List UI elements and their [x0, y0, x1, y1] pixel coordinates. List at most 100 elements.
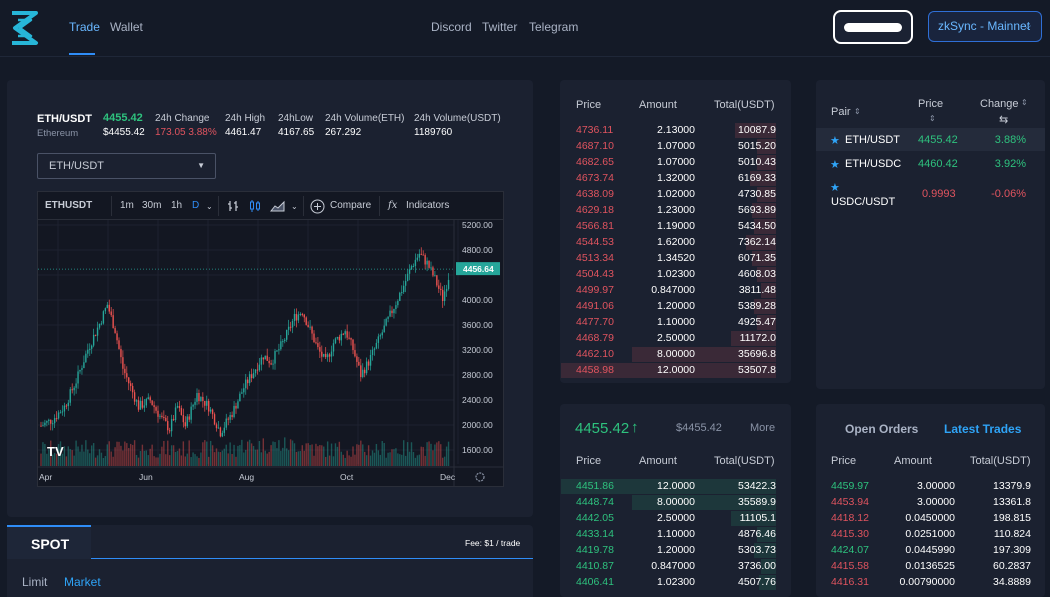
- order-type-limit[interactable]: Limit: [22, 575, 48, 589]
- volume-bar: [287, 450, 290, 466]
- ask-price[interactable]: 4544.53: [576, 236, 614, 248]
- volume-bar: [194, 454, 196, 466]
- bid-price[interactable]: 4419.78: [576, 544, 614, 556]
- sort-icon[interactable]: ⇕: [929, 114, 936, 123]
- ask-price[interactable]: 4682.65: [576, 156, 614, 168]
- ask-price[interactable]: 4468.79: [576, 332, 614, 344]
- candle-body: [128, 377, 130, 384]
- ask-price[interactable]: 4458.98: [576, 364, 614, 376]
- link-telegram[interactable]: Telegram: [529, 20, 579, 34]
- pair-name[interactable]: USDC/USDT: [831, 196, 896, 208]
- volume-bar: [395, 448, 397, 466]
- ask-price[interactable]: 4736.11: [576, 124, 614, 136]
- trade-amount: 0.00790000: [899, 576, 955, 588]
- sort-icon[interactable]: ⇕: [854, 107, 861, 116]
- wallet-account-button[interactable]: [833, 10, 913, 44]
- arrow-up-icon: ↑: [631, 419, 639, 436]
- candle-body: [52, 423, 54, 425]
- candle-body: [186, 416, 188, 427]
- ask-price[interactable]: 4499.97: [576, 284, 614, 296]
- tab-open-orders[interactable]: Open Orders: [845, 422, 919, 436]
- bid-price[interactable]: 4410.87: [576, 560, 614, 572]
- zigzag-logo-icon[interactable]: [9, 9, 41, 47]
- chart-style-chevron-icon[interactable]: ⌄: [291, 202, 298, 211]
- area-chart-style-icon[interactable]: [270, 199, 286, 213]
- x-tick-label: Aug: [239, 472, 254, 482]
- interval-chevron-icon[interactable]: ⌄: [206, 202, 213, 211]
- volume-bar: [385, 457, 387, 466]
- candle-body: [389, 310, 391, 317]
- nav-trade[interactable]: Trade: [69, 20, 100, 34]
- bid-price[interactable]: 4451.86: [576, 480, 614, 492]
- volume-bar: [169, 455, 171, 466]
- ask-price[interactable]: 4491.06: [576, 300, 614, 312]
- volume-bar: [77, 446, 79, 466]
- pair-select[interactable]: ETH/USDT ▼: [37, 153, 216, 179]
- trades-header-amount: Amount: [894, 455, 932, 467]
- bar-chart-style-icon[interactable]: [226, 199, 240, 213]
- order-type-market[interactable]: Market: [64, 575, 101, 589]
- gear-icon[interactable]: [475, 472, 485, 482]
- compare-button[interactable]: Compare: [330, 200, 372, 211]
- asks-header-amount: Amount: [639, 99, 677, 111]
- ask-price[interactable]: 4673.74: [576, 172, 614, 184]
- pairs-header-pair[interactable]: Pair: [831, 106, 851, 118]
- candle-body: [260, 357, 263, 365]
- spot-tab[interactable]: [7, 525, 91, 559]
- bid-total: 53422.3: [738, 480, 776, 492]
- ask-depth-bar: [752, 251, 776, 266]
- bid-amount: 1.10000: [657, 528, 695, 540]
- tab-latest-trades[interactable]: Latest Trades: [944, 422, 1022, 436]
- swap-arrows-icon[interactable]: ⇆: [999, 114, 1009, 126]
- interval-1h[interactable]: 1h: [171, 200, 183, 211]
- ask-price[interactable]: 4638.09: [576, 188, 614, 200]
- more-link[interactable]: More: [750, 422, 776, 434]
- interval-30m[interactable]: 30m: [142, 200, 162, 211]
- bid-total: 4876.46: [738, 528, 776, 540]
- pairs-header-price[interactable]: Price: [918, 98, 944, 110]
- pairs-header-change[interactable]: Change: [980, 98, 1019, 110]
- nav-wallet[interactable]: Wallet: [110, 20, 143, 34]
- volume-bar: [85, 440, 87, 466]
- candle-body: [94, 334, 97, 336]
- ask-price[interactable]: 4629.18: [576, 204, 614, 216]
- bid-price[interactable]: 4406.41: [576, 576, 614, 588]
- candle-body: [92, 334, 95, 346]
- link-discord[interactable]: Discord: [431, 20, 472, 34]
- ask-price[interactable]: 4504.43: [576, 268, 614, 280]
- star-icon[interactable]: ★: [830, 159, 840, 171]
- fx-icon[interactable]: fx: [388, 200, 398, 211]
- ask-price[interactable]: 4566.81: [576, 220, 614, 232]
- bid-price[interactable]: 4448.74: [576, 496, 614, 508]
- bid-price[interactable]: 4442.05: [576, 512, 614, 524]
- candlestick-plot[interactable]: 5200.00 4800.00 4000.00 3600.00 3200.00 2800.…: [38, 220, 503, 486]
- volume-bar: [260, 452, 263, 466]
- price-chart[interactable]: ETHUSDT 1m 30m 1h D ⌄ ⌄ Compare fx Indic…: [37, 191, 504, 487]
- chart-symbol[interactable]: ETHUSDT: [45, 200, 93, 211]
- ask-price[interactable]: 4477.70: [576, 316, 614, 328]
- sort-icon[interactable]: ⇕: [1021, 98, 1028, 107]
- volume-bar: [112, 456, 114, 466]
- pair-name[interactable]: ETH/USDT: [845, 134, 900, 146]
- candle-chart-style-icon[interactable]: [248, 199, 262, 213]
- interval-d[interactable]: D: [192, 200, 200, 211]
- volume-bar: [63, 446, 66, 466]
- volume-bar: [282, 447, 284, 466]
- candle-body: [170, 419, 173, 432]
- link-twitter[interactable]: Twitter: [482, 20, 518, 34]
- volume-bar: [375, 443, 378, 466]
- pair-name[interactable]: ETH/USDC: [845, 158, 902, 170]
- plus-circle-icon[interactable]: [310, 199, 325, 214]
- ask-price[interactable]: 4462.10: [576, 348, 614, 360]
- candle-body: [325, 353, 327, 358]
- candle-body: [445, 288, 448, 292]
- indicators-button[interactable]: Indicators: [406, 200, 450, 211]
- ask-price[interactable]: 4513.34: [576, 252, 614, 264]
- interval-1m[interactable]: 1m: [120, 200, 134, 211]
- ask-depth-bar: [754, 219, 776, 234]
- bid-price[interactable]: 4433.14: [576, 528, 614, 540]
- star-icon[interactable]: ★: [830, 182, 840, 194]
- network-select[interactable]: zkSync - Mainnet ⌵: [928, 11, 1042, 42]
- star-icon[interactable]: ★: [830, 135, 840, 147]
- ask-price[interactable]: 4687.10: [576, 140, 614, 152]
